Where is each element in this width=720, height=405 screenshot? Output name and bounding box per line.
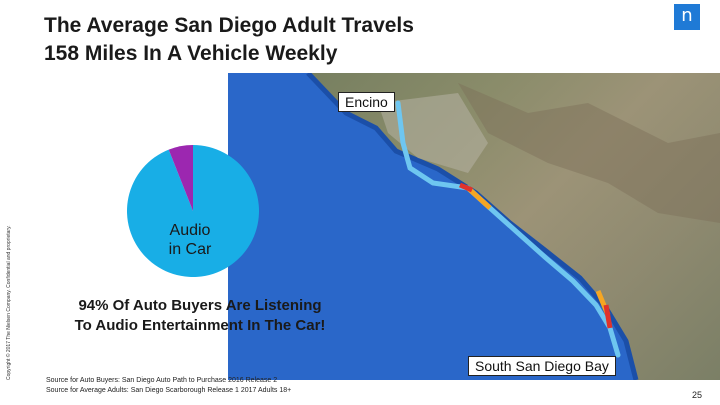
pie-label-line2: in Car <box>168 241 212 258</box>
audio-in-car-pie <box>127 145 259 277</box>
route-map <box>228 73 720 380</box>
source-notes: Source for Auto Buyers: San Diego Auto P… <box>46 376 291 396</box>
route-map-drawing <box>228 73 720 380</box>
page-number: 25 <box>692 390 703 400</box>
slide-title-line2: 158 Miles In A Vehicle Weekly <box>44 42 338 65</box>
pie-slice-other <box>168 145 193 211</box>
driving-route <box>395 100 621 358</box>
pie-label-line1: Audio <box>169 222 211 239</box>
ocean-area <box>228 73 636 380</box>
stat-headline: 94% Of Auto Buyers Are Listening To Audi… <box>40 296 360 336</box>
copyright-text: Copyright © 2017 The Nielsen Company. Co… <box>6 225 12 380</box>
traffic-heavy-segment-south <box>603 304 613 329</box>
stat-line1: 94% Of Auto Buyers Are Listening <box>78 297 322 314</box>
source-line2: Source for Average Adults: San Diego Sca… <box>46 387 292 394</box>
copyright-vertical: Copyright © 2017 The Nielsen Company. Co… <box>2 225 14 380</box>
nielsen-logo-icon: n <box>674 4 700 30</box>
slide-title: The Average San Diego Adult Travels 158 … <box>44 12 464 68</box>
city-area <box>378 93 488 173</box>
slide-title-line1: The Average San Diego Adult Travels <box>44 14 414 37</box>
map-label-encino: Encino <box>338 92 395 112</box>
traffic-heavy-segment <box>459 182 473 193</box>
map-label-south-san-diego-bay: South San Diego Bay <box>468 356 616 376</box>
source-line1: Source for Auto Buyers: San Diego Auto P… <box>46 377 278 384</box>
traffic-slow-segment <box>466 186 492 210</box>
mountain-shade <box>458 83 720 223</box>
stat-line2: To Audio Entertainment In The Car! <box>74 317 326 334</box>
pie-label: Audio in Car <box>150 221 230 259</box>
